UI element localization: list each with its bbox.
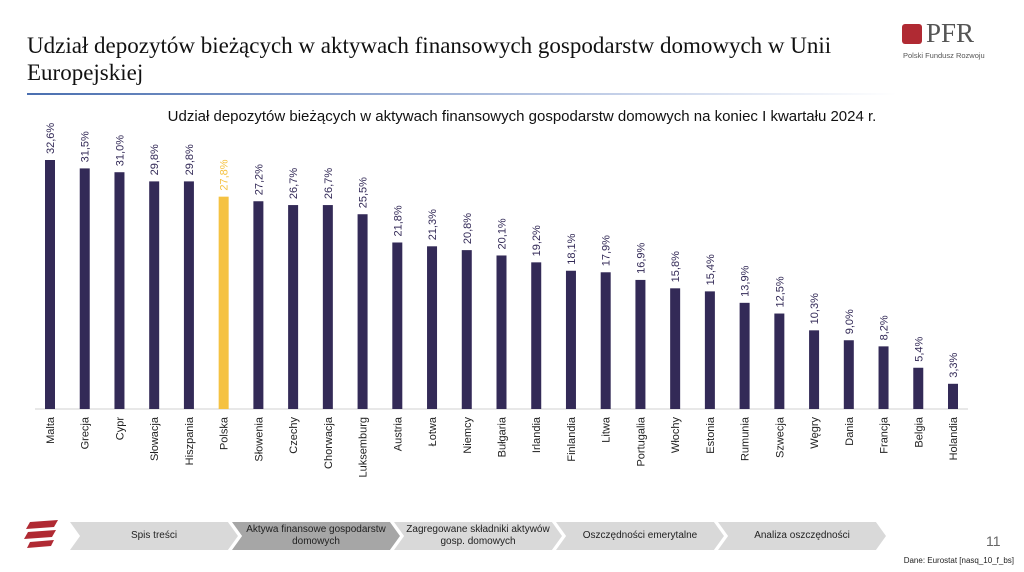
bar-Polska (218, 196, 229, 409)
bar-Estonia (704, 291, 715, 409)
category-label: Dania (844, 416, 856, 446)
category-label: Hiszpania (184, 416, 196, 465)
category-label: Finlandia (566, 416, 578, 462)
bar-Francja (878, 346, 889, 409)
bar-Hiszpania (183, 181, 194, 409)
category-label: Cypr (114, 417, 126, 441)
page-number: 11 (986, 533, 1001, 549)
category-label: Malta (45, 416, 57, 444)
category-label: Węgry (809, 417, 821, 449)
data-label: 17,9% (601, 235, 613, 266)
data-label: 29,8% (149, 144, 161, 175)
category-label: Estonia (705, 416, 717, 454)
bar-Włochy (670, 288, 681, 409)
data-label: 27,2% (253, 164, 265, 195)
category-label: Portugalia (635, 416, 647, 466)
category-label: Grecja (80, 416, 92, 449)
data-label: 32,6% (45, 123, 57, 154)
nav-step[interactable]: Oszczędności emerytalne (556, 522, 724, 550)
bar-chart: 32,6% Malta 31,5% Grecja 31,0% Cypr 29,8% Słowa… (35, 123, 968, 478)
pfr-logo-icon (902, 24, 922, 44)
data-label: 15,8% (670, 251, 682, 282)
bar-Litwa (600, 272, 611, 409)
category-label: Czechy (288, 417, 300, 454)
category-label: Rumunia (740, 416, 752, 461)
data-label: 5,4% (913, 336, 925, 361)
chart-title: Udział depozytów bieżących w aktywach fi… (167, 108, 877, 125)
bar-Węgry (809, 330, 820, 409)
nav-step[interactable]: Aktywa finansowe gospodarstw domowych (232, 522, 400, 550)
pfr-logo: PFR Polski Fundusz Rozwoju (902, 18, 1012, 64)
bar-Finlandia (565, 270, 576, 409)
bar-Grecja (79, 168, 90, 409)
bar-Malta (45, 160, 55, 409)
bar-Austria (392, 242, 403, 409)
bar-Słowacja (149, 181, 160, 409)
data-label: 13,9% (740, 265, 752, 296)
logo-subtitle: Polski Fundusz Rozwoju (903, 51, 985, 60)
category-label: Słowacja (149, 416, 161, 461)
logo-text: PFR (926, 18, 975, 48)
data-label: 20,1% (497, 218, 509, 249)
data-label: 10,3% (809, 293, 821, 324)
data-label: 3,3% (948, 353, 960, 378)
category-label: Słowenia (253, 416, 265, 462)
data-label: 21,3% (427, 209, 439, 240)
category-label: Austria (392, 416, 404, 451)
bar-Rumunia (739, 302, 750, 409)
data-label: 18,1% (566, 233, 578, 264)
page-title: Udział depozytów bieżących w aktywach fi… (27, 33, 832, 85)
bar-Belgia (913, 367, 924, 409)
nav-step[interactable]: Analiza oszczędności (718, 522, 886, 550)
bar-Holandia (948, 383, 958, 409)
data-label: 8,2% (879, 315, 891, 340)
bar-Portugalia (635, 279, 646, 409)
bar-Irlandia (531, 262, 542, 409)
pfr-flag-icon (24, 520, 58, 548)
bar-Luksemburg (357, 214, 368, 409)
category-label: Luksemburg (358, 417, 370, 478)
data-source: Dane: Eurostat [nasq_10_f_bs] (903, 556, 1014, 565)
category-label: Szwecja (774, 416, 786, 458)
data-label: 16,9% (635, 243, 647, 274)
bar-Czechy (288, 205, 299, 409)
data-label: 31,5% (80, 131, 92, 162)
category-label: Włochy (670, 417, 682, 454)
data-label: 25,5% (358, 177, 370, 208)
bar-Niemcy (461, 250, 472, 409)
title-divider (27, 93, 897, 95)
data-label: 26,7% (323, 168, 335, 199)
bar-Słowenia (253, 201, 264, 409)
bar-Bułgaria (496, 255, 507, 409)
category-label: Holandia (948, 416, 960, 460)
bar-Cypr (114, 172, 125, 409)
category-label: Litwa (601, 416, 613, 443)
bar-Szwecja (774, 313, 785, 409)
data-label: 29,8% (184, 144, 196, 175)
category-label: Bułgaria (497, 416, 509, 457)
bar-Łotwa (427, 246, 438, 409)
data-label: 15,4% (705, 254, 717, 285)
data-label: 20,8% (462, 213, 474, 244)
category-label: Chorwacja (323, 416, 335, 469)
category-label: Irlandia (531, 416, 543, 453)
nav-step[interactable]: Spis treści (70, 522, 238, 550)
category-label: Niemcy (462, 417, 474, 454)
bar-Chorwacja (322, 205, 333, 409)
category-label: Belgia (913, 416, 925, 447)
category-label: Francja (879, 416, 891, 454)
data-label: 19,2% (531, 225, 543, 256)
data-label: 31,0% (114, 135, 126, 166)
category-label: Polska (219, 416, 231, 450)
data-label: 9,0% (844, 309, 856, 334)
nav-step[interactable]: Zagregowane składniki aktywów gosp. domo… (394, 522, 562, 550)
data-label: 21,8% (392, 205, 404, 236)
category-label: Łotwa (427, 416, 439, 446)
data-label: 26,7% (288, 168, 300, 199)
data-label: 27,8% (219, 159, 231, 190)
bar-Dania (843, 340, 854, 409)
section-navigation: Spis treści Aktywa finansowe gospodarstw … (70, 522, 886, 550)
data-label: 12,5% (774, 276, 786, 307)
